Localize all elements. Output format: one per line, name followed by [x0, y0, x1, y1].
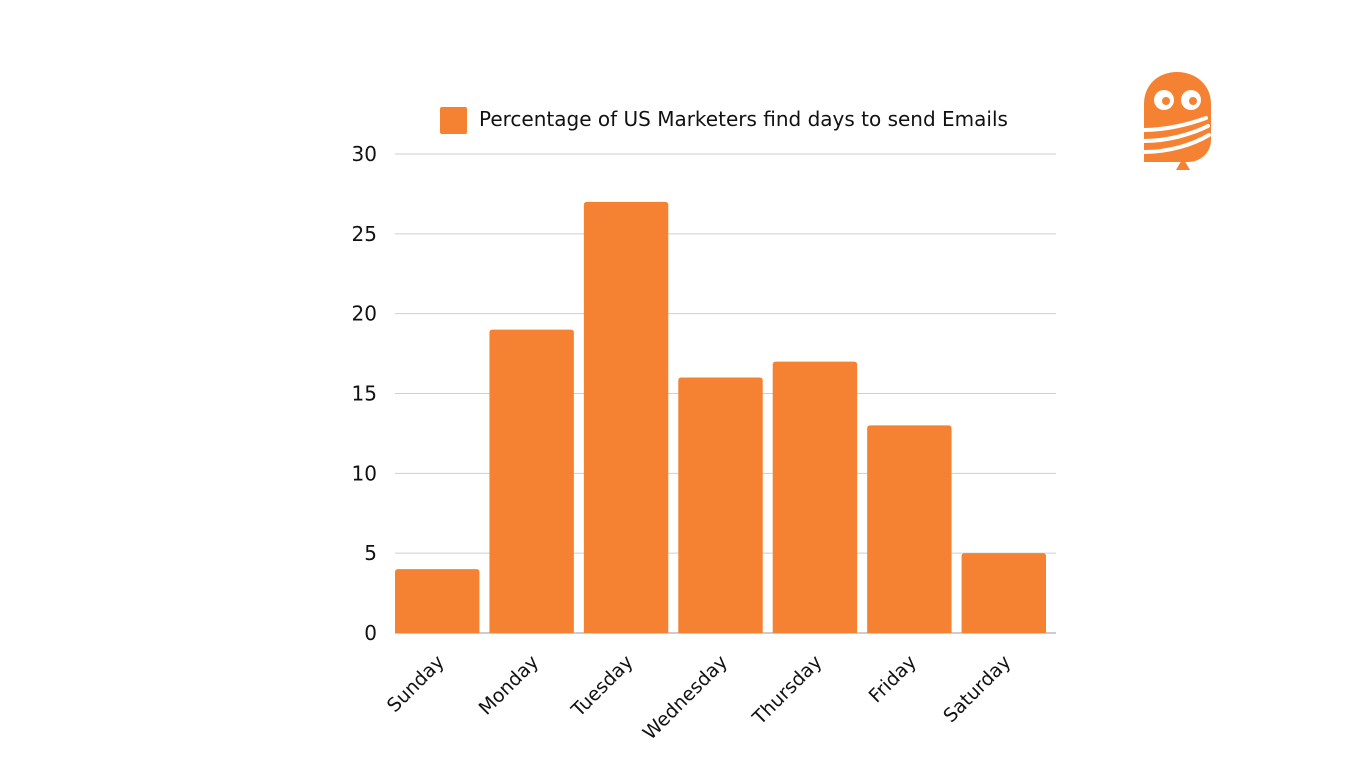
owl-logo-icon	[1142, 72, 1211, 170]
y-tick-label: 0	[364, 621, 377, 645]
x-category-label: Friday	[865, 651, 921, 707]
x-axis-category-labels: Sunday Monday Tuesday Wednesday Thursday Frid…	[383, 651, 1015, 744]
y-tick-label: 20	[352, 302, 377, 326]
bar-tuesday	[583, 201, 669, 633]
bar-friday	[867, 425, 952, 633]
owl-foot	[1176, 158, 1190, 170]
x-category-label: Monday	[475, 651, 544, 720]
owl-pupil-right	[1189, 97, 1197, 105]
y-tick-label: 30	[352, 142, 377, 166]
chart-bars	[395, 201, 1046, 633]
bar-thursday	[772, 361, 858, 633]
chart-legend: Percentage of US Marketers find days to …	[440, 107, 1008, 134]
owl-wing-line	[1142, 133, 1211, 154]
bar-sunday	[395, 569, 480, 633]
legend-swatch	[440, 107, 467, 134]
owl-wing-line	[1142, 124, 1210, 143]
owl-pupil-left	[1162, 97, 1170, 105]
x-category-label: Tuesday	[567, 651, 638, 722]
bar-wednesday	[678, 377, 763, 633]
y-tick-label: 15	[352, 382, 377, 406]
x-category-label: Wednesday	[639, 651, 732, 744]
bar-monday	[489, 329, 574, 633]
x-category-label: Saturday	[939, 651, 1015, 727]
y-axis-tick-labels: 0 5 10 15 20 25 30	[352, 142, 377, 645]
legend-label: Percentage of US Marketers find days to …	[479, 107, 1008, 131]
owl-wing-line	[1142, 116, 1208, 132]
bar-saturday	[961, 553, 1046, 633]
x-category-label: Sunday	[383, 651, 449, 717]
y-tick-label: 5	[364, 541, 377, 565]
y-tick-label: 25	[352, 222, 377, 246]
y-tick-label: 10	[352, 461, 377, 485]
x-category-label: Thursday	[748, 651, 827, 730]
